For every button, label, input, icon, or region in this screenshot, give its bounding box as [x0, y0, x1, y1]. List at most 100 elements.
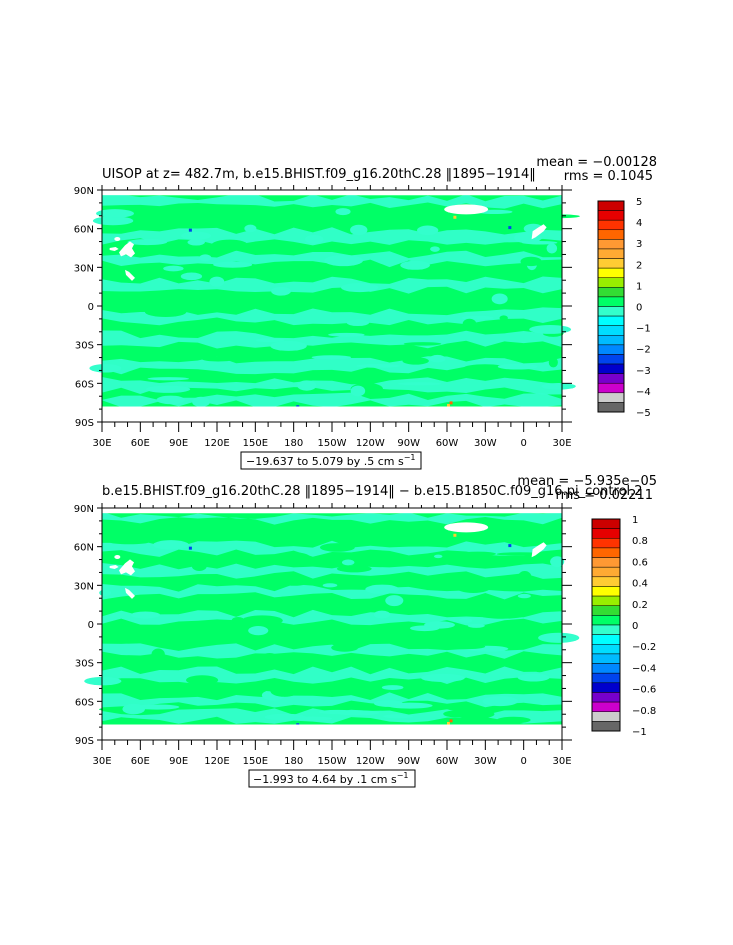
colorbar-swatch — [597, 210, 625, 221]
range-box-frame — [248, 769, 416, 788]
ocean-patch — [458, 617, 473, 624]
ocean-patch — [130, 611, 161, 619]
colorbar-label: 0.6 — [632, 557, 648, 568]
colorbar-swatch — [591, 566, 621, 578]
ocean-patch — [199, 254, 212, 262]
lat-tick-label: 60N — [74, 543, 94, 554]
ocean-patch — [482, 696, 518, 707]
ocean-patch — [163, 265, 184, 272]
colorbar-label: 4 — [636, 218, 642, 229]
lon-tick-label: 120E — [204, 756, 229, 767]
colorbar-swatch — [597, 229, 625, 240]
colorbar-swatch — [597, 402, 625, 413]
ocean-patch — [479, 612, 525, 619]
colorbar-frame — [597, 200, 625, 413]
ocean-patch — [467, 623, 485, 628]
colorbar: 1 0.8 0.6 0.4 0.2 0 −0.2 −0.4 −0.6 −0.8 −1 — [591, 515, 656, 738]
ocean-patch — [365, 584, 400, 594]
ocean-patch — [429, 354, 446, 363]
colorbar-label: −0.2 — [632, 642, 656, 653]
ocean-negative-band — [102, 307, 562, 326]
ocean-patch — [144, 306, 187, 317]
ocean-patch — [455, 581, 492, 593]
colorbar-swatch — [597, 315, 625, 326]
lat-tick-label: 90N — [74, 504, 94, 515]
colorbar-label: 0.2 — [632, 600, 648, 611]
ocean-patch — [433, 554, 443, 559]
panel-difference: b.e15.BHIST.f09_g16.20thC.28 ‖1895−1914‖… — [74, 474, 657, 788]
ocean-patch — [156, 395, 185, 405]
colorbar-swatch — [597, 363, 625, 374]
colorbar-label: −0.6 — [632, 685, 656, 696]
lon-tick-label: 60W — [436, 756, 459, 767]
ocean-patch — [140, 369, 182, 377]
ocean-negative-band — [102, 227, 562, 246]
ocean-patch — [375, 270, 387, 282]
ocean-patch — [187, 239, 205, 246]
colorbar-swatch — [597, 306, 625, 317]
colorbar-swatch — [591, 653, 621, 664]
ocean-patch — [221, 293, 235, 301]
ocean-patch — [548, 357, 558, 368]
lon-tick-label: 30E — [552, 756, 571, 767]
lat-tick-label: 90S — [75, 736, 94, 747]
ocean-patch — [469, 603, 499, 610]
ocean-patch — [181, 231, 212, 240]
ocean-patch — [439, 300, 473, 307]
ocean-patch — [459, 551, 496, 557]
extreme-value-speck — [447, 721, 450, 725]
ocean-patch — [350, 224, 368, 236]
extreme-value-speck — [508, 226, 512, 230]
ocean-patch — [271, 286, 291, 296]
colorbar-swatch — [591, 701, 621, 712]
ocean-patch — [341, 559, 355, 566]
lon-tick-label: 30E — [92, 756, 111, 767]
colorbar-frame — [591, 518, 621, 732]
ocean-patch — [303, 270, 338, 274]
range-exponent: −1 — [397, 771, 409, 780]
colorbar-swatch — [591, 576, 621, 587]
ocean-patch — [319, 543, 355, 552]
ocean-patch — [241, 615, 283, 626]
colorbar-label: 3 — [636, 239, 642, 250]
ocean-patch — [279, 578, 310, 586]
ocean-patch — [191, 561, 207, 571]
ocean-patch — [491, 293, 508, 305]
lat-tick-label: 60S — [75, 379, 94, 390]
lon-tick-label: 120W — [356, 438, 385, 449]
ocean-patch — [496, 552, 543, 556]
range-label: −1.993 to 4.64 by .1 cm s−1 — [253, 771, 409, 786]
colorbar-swatch — [597, 373, 625, 384]
black-sea — [109, 565, 119, 569]
ocean-patch — [417, 225, 439, 236]
ocean-negative-band — [102, 692, 562, 708]
colorbar-swatch — [591, 547, 621, 558]
ocean-negative-band — [102, 330, 562, 349]
lon-tick-label: 90E — [169, 756, 188, 767]
panel-title: b.e15.BHIST.f09_g16.20thC.28 ‖1895−1914‖… — [102, 484, 643, 499]
ocean-patch — [403, 342, 442, 346]
ocean-patch — [373, 610, 391, 619]
ocean-patch — [463, 364, 507, 372]
ocean-patch — [213, 261, 253, 268]
colorbar-swatch — [597, 287, 625, 298]
ocean-patch — [122, 703, 146, 715]
colorbar-swatch — [597, 325, 625, 336]
extreme-value-speck — [449, 719, 453, 723]
colorbar-swatch — [591, 605, 621, 616]
lon-tick-label: 150E — [243, 756, 268, 767]
ocean-patch — [151, 648, 165, 661]
ocean-patch — [385, 595, 404, 607]
ocean-patch — [546, 243, 558, 254]
ocean-patch — [381, 685, 404, 690]
ocean-patch — [341, 283, 379, 293]
ocean-patch — [92, 216, 134, 226]
ocean-patch — [84, 676, 122, 686]
ocean-patch — [496, 716, 531, 724]
colorbar-swatch — [591, 634, 621, 645]
colorbar-swatch — [591, 721, 621, 732]
ocean-patch — [521, 240, 558, 245]
lon-tick-label: 60W — [436, 438, 459, 449]
ocean-negative-band — [102, 276, 562, 294]
